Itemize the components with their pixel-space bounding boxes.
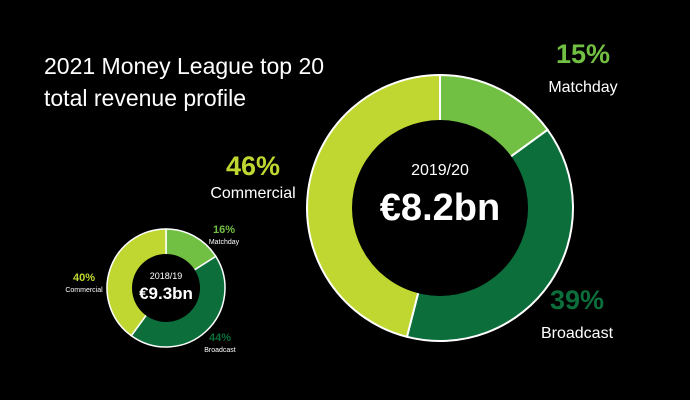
donut-2019-20-commercial-pct: 46% — [226, 151, 280, 181]
donut-2018-19-commercial-pct: 40% — [73, 272, 95, 284]
donut-2018-19-matchday-label: Matchday — [209, 239, 240, 246]
donut-2018-19-commercial-label: Commercial — [65, 287, 103, 294]
chart-title-line-1: 2021 Money League top 20 — [44, 53, 325, 79]
chart-title-line-2: total revenue profile — [44, 85, 247, 111]
donut-2019-20-matchday-label: Matchday — [548, 79, 617, 96]
donut-2019-20-broadcast-label: Broadcast — [541, 325, 614, 342]
donut-2019-20-broadcast-pct: 39% — [550, 285, 604, 315]
donut-2018-19-season-label: 2018/19 — [150, 271, 183, 281]
donut-2018-19-broadcast-pct: 44% — [209, 332, 231, 344]
donut-2018-19-broadcast-label: Broadcast — [204, 347, 236, 354]
donut-2018-19-matchday-pct: 16% — [213, 224, 235, 236]
donut-2019-20-commercial-label: Commercial — [210, 185, 295, 202]
donut-2019-20-matchday-pct: 15% — [556, 39, 610, 69]
donut-2018-19: 2018/19 €9.3bn 16% Matchday 44% Broadcas… — [65, 224, 239, 354]
donut-2019-20-center — [352, 120, 528, 296]
donut-2019-20: 2019/20 €8.2bn 15% Matchday 39% Broadcas… — [210, 39, 617, 342]
chart-title: 2021 Money League top 20 total revenue p… — [44, 50, 324, 114]
donut-2018-19-total: €9.3bn — [139, 284, 193, 303]
donut-2018-19-center — [132, 254, 200, 322]
donut-2019-20-total: €8.2bn — [380, 187, 500, 229]
donut-2019-20-season-label: 2019/20 — [411, 162, 469, 179]
